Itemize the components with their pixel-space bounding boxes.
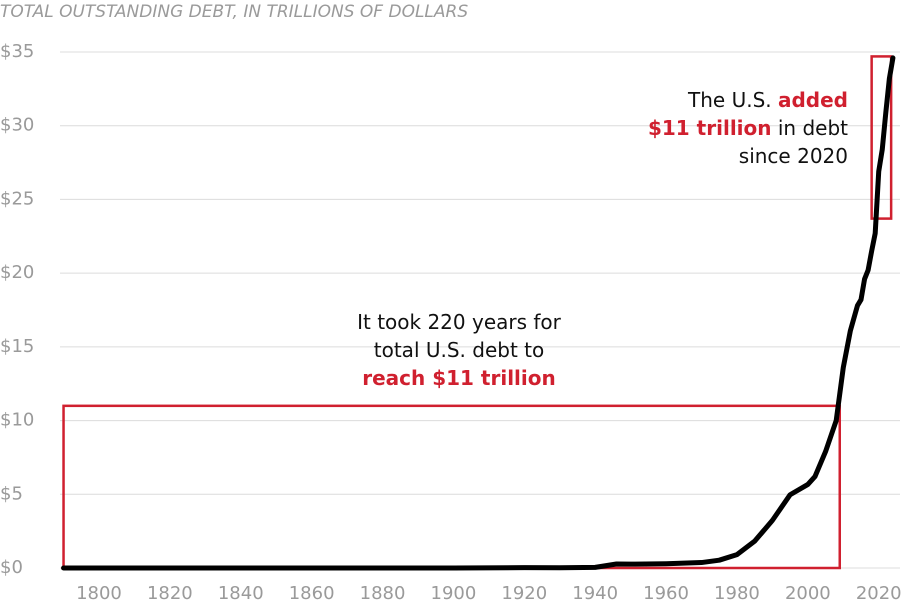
annotation-line: since 2020 (739, 144, 848, 168)
x-tick-label: 1900 (431, 583, 477, 604)
x-tick-label: 2000 (785, 583, 831, 604)
annotation-text: reach $11 trillion (362, 366, 556, 390)
y-tick-label: $5 (0, 483, 23, 504)
x-tick-label: 1960 (643, 583, 689, 604)
annotation-text: in debt (772, 116, 849, 140)
annotation-text: $11 trillion (648, 116, 772, 140)
y-tick-label: $30 (0, 115, 34, 136)
annotation-text: It took 220 years for (357, 310, 562, 334)
annotation-text: since 2020 (739, 144, 848, 168)
y-tick-label: $20 (0, 262, 34, 283)
annotation-text: The U.S. (687, 88, 778, 112)
debt-line (61, 55, 896, 571)
y-tick-label: $25 (0, 188, 34, 209)
y-tick-label: $35 (0, 41, 34, 62)
x-tick-label: 1820 (147, 583, 193, 604)
x-tick-label: 1920 (501, 583, 547, 604)
annotation-line: The U.S. added (687, 88, 848, 112)
x-tick-label: 1860 (289, 583, 335, 604)
x-tick-label: 1800 (76, 583, 122, 604)
annotation-line: $11 trillion in debt (648, 116, 848, 140)
highlight-box (62, 404, 841, 570)
y-tick-label: $15 (0, 336, 34, 357)
x-tick-label: 1940 (572, 583, 618, 604)
x-tick-label: 2020 (856, 583, 902, 604)
annotation-line: It took 220 years for (357, 310, 562, 334)
x-tick-label: 1980 (714, 583, 760, 604)
y-tick-label: $0 (0, 557, 23, 578)
x-tick-label: 1880 (360, 583, 406, 604)
chart-title: TOTAL OUTSTANDING DEBT, IN TRILLIONS OF … (0, 2, 468, 22)
annotation-line: total U.S. debt to (374, 338, 544, 362)
annotation-text: added (778, 88, 848, 112)
annotation-text: total U.S. debt to (374, 338, 544, 362)
y-tick-label: $10 (0, 410, 34, 431)
x-tick-label: 1840 (218, 583, 264, 604)
annotation-line: reach $11 trillion (362, 366, 556, 390)
highlight-box (870, 55, 893, 220)
